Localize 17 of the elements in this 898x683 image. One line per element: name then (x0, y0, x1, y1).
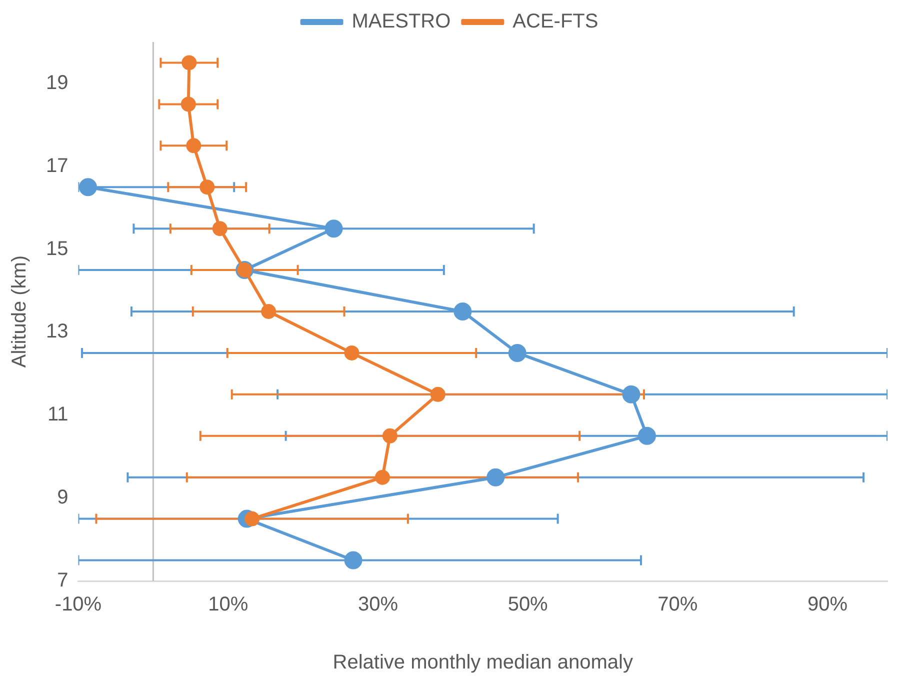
x-tick-label: 30% (358, 594, 398, 616)
y-tick-label: 13 (46, 320, 68, 343)
x-tick-label: 90% (808, 594, 848, 616)
legend-label: MAESTRO (352, 10, 451, 33)
x-tick-label: 70% (658, 594, 698, 616)
y-tick-label: 11 (47, 404, 68, 426)
legend-label: ACE-FTS (512, 10, 598, 33)
y-tick-label: 17 (46, 154, 68, 177)
y-tick-label: 7 (57, 570, 68, 592)
y-tick-label: 9 (57, 486, 68, 509)
x-axis-title: Relative monthly median anomaly (332, 652, 633, 674)
y-tick-label: 19 (46, 72, 68, 94)
y-tick-label: 15 (46, 238, 68, 260)
x-tick-label: -10% (54, 594, 102, 616)
x-tick-label: 50% (508, 594, 548, 616)
x-tick-label: 10% (208, 594, 248, 616)
y-axis-title: Altitude (km) (8, 255, 31, 368)
